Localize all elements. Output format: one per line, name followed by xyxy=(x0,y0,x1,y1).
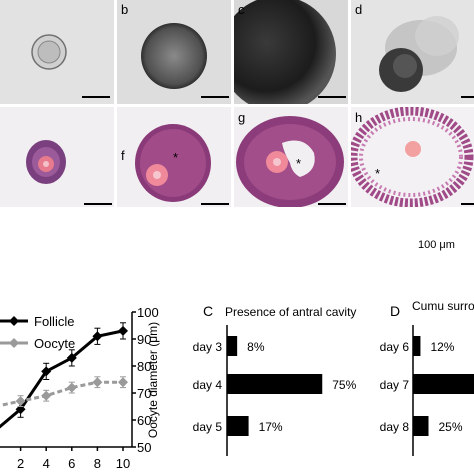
chart-c-value-label: 17% xyxy=(259,420,283,434)
chart-d-category-label: day 7 xyxy=(380,378,410,392)
data-point xyxy=(41,366,52,377)
chart-d-category-label: day 6 xyxy=(380,340,410,354)
panel-label-C: C xyxy=(203,303,213,319)
histo-panel-f: f * xyxy=(117,107,231,207)
y-axis-label: Oocyte diameter (μm) xyxy=(146,322,160,438)
antral-star-g: * xyxy=(296,156,302,171)
chart-c-bar xyxy=(227,416,249,436)
chart-c-category-label: day 4 xyxy=(193,378,223,392)
histo-panel-g: g * xyxy=(234,107,348,207)
y-tick-label: 70 xyxy=(137,386,151,401)
data-point xyxy=(118,325,128,336)
y-tick-label: 90 xyxy=(137,332,151,347)
legend: Follicle Oocyte xyxy=(0,314,75,351)
chart-c-category-label: day 3 xyxy=(193,340,223,354)
panel-label-g: g xyxy=(238,110,246,125)
data-point xyxy=(15,396,26,407)
chart-d-bar xyxy=(413,374,474,394)
legend-follicle: Follicle xyxy=(34,314,74,329)
y-tick-label: 80 xyxy=(137,359,151,374)
chart-d-title-line: Cumu surround xyxy=(412,299,474,313)
micro-panel-d: d xyxy=(351,0,474,104)
x-tick-label: 2 xyxy=(17,456,24,471)
cumulus-chart: D Cumu surround day 6 12% day 7 day 8 25% xyxy=(380,299,474,456)
x-tick-label: 8 xyxy=(94,456,101,471)
panel-label-d: d xyxy=(355,2,363,17)
data-point xyxy=(92,377,103,388)
chart-c-value-label: 8% xyxy=(247,340,265,354)
x-tick-label: 10 xyxy=(116,456,130,471)
y-tick-label: 60 xyxy=(137,413,151,428)
chart-c-bar xyxy=(227,336,238,356)
data-point xyxy=(66,382,77,393)
data-point xyxy=(92,331,103,342)
data-point xyxy=(118,377,128,388)
chart-c-title: Presence of antral cavity xyxy=(225,305,356,319)
x-tick-label: 6 xyxy=(68,456,75,471)
chart-d-value-label: 25% xyxy=(439,420,463,434)
legend-oocyte: Oocyte xyxy=(34,336,75,351)
chart-d-bar xyxy=(413,336,421,356)
micro-panel-a xyxy=(0,0,114,104)
antral-star-f: * xyxy=(173,150,179,165)
follicle-b xyxy=(141,23,207,89)
charts-area: 100 90 80 70 60 50 2 4 6 8 10 Oocyte diameter (μm… xyxy=(0,299,474,471)
panel-label-h: h xyxy=(355,110,363,125)
histo-panel-e xyxy=(0,107,114,207)
chart-d-category-label: day 8 xyxy=(380,420,410,434)
histo-panel-h: h * xyxy=(351,107,474,207)
micro-panel-b: b xyxy=(117,0,231,104)
chart-c-bar xyxy=(227,374,323,394)
micro-image-a xyxy=(31,34,110,98)
growth-line-chart: 100 90 80 70 60 50 2 4 6 8 10 Oocyte diameter (μm… xyxy=(0,305,160,471)
chart-c-category-label: day 5 xyxy=(193,420,223,434)
chart-c-value-label: 75% xyxy=(332,378,356,392)
follicle-c xyxy=(234,0,336,104)
chart-d-bar xyxy=(413,416,429,436)
panel-label-b: b xyxy=(121,2,129,17)
x-tick-label: 4 xyxy=(43,456,50,471)
series-line-follicle xyxy=(0,329,124,429)
y-tick-label: 100 xyxy=(137,305,159,320)
scale-bar-label: 100 μm xyxy=(418,239,455,251)
panel-label-f: f xyxy=(121,148,125,163)
y-tick-label: 50 xyxy=(137,440,151,455)
series-line-oocyte xyxy=(0,380,123,407)
panel-label-D: D xyxy=(390,303,400,319)
chart-d-value-label: 12% xyxy=(430,340,454,354)
data-point xyxy=(66,352,77,363)
panel-label-c: c xyxy=(238,2,245,17)
antral-star-h: * xyxy=(375,166,381,181)
micro-panel-c: c xyxy=(234,0,348,104)
antral-cavity-chart: C Presence of antral cavity day 3 8% day 4… xyxy=(193,303,357,456)
data-point xyxy=(41,390,52,401)
